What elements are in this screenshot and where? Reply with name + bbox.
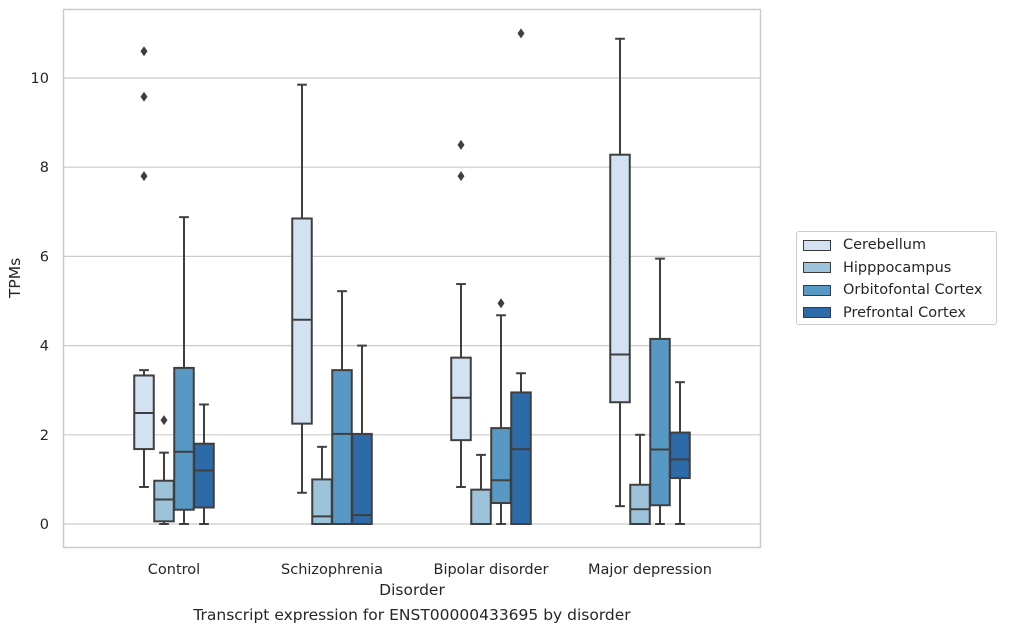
box-orbitofontal-cortex xyxy=(490,298,512,525)
y-tick-label: 0 xyxy=(40,517,49,533)
legend-swatch xyxy=(803,262,831,273)
legend-label: Prefrontal Cortex xyxy=(843,304,966,321)
box-orbitofontal-cortex xyxy=(331,290,353,525)
x-tick-label: Schizophrenia xyxy=(281,562,383,578)
box-body xyxy=(609,153,631,404)
x-tick-label: Control xyxy=(148,562,200,578)
box-body xyxy=(450,356,472,442)
box-body xyxy=(193,442,215,509)
outlier-point xyxy=(517,28,525,39)
box-body xyxy=(510,391,532,525)
legend-label: Cerebellum xyxy=(843,237,927,253)
x-axis-label: Disorder xyxy=(379,581,445,599)
box-body xyxy=(649,337,671,507)
box-orbitofontal-cortex xyxy=(173,216,195,525)
box-body xyxy=(629,483,651,526)
box-body xyxy=(153,479,175,523)
legend-item: Orbitofontal Cortex xyxy=(803,281,982,299)
box-cerebellum xyxy=(609,37,631,508)
box-orbitofontal-cortex xyxy=(649,257,671,525)
box-body xyxy=(173,366,195,511)
box-hipppocampus xyxy=(311,445,333,525)
x-tick-label: Major depression xyxy=(588,562,712,578)
y-tick-label: 2 xyxy=(40,428,49,444)
box-hipppocampus xyxy=(153,415,175,525)
legend-item: Hipppocampus xyxy=(803,259,951,277)
box-prefrontal-cortex xyxy=(669,381,691,525)
legend-label: Hipppocampus xyxy=(843,259,952,276)
box-cerebellum xyxy=(291,83,313,494)
legend-item: Cerebellum xyxy=(803,236,926,254)
box-body xyxy=(331,369,353,525)
chart-caption: Transcript expression for ENST0000043369… xyxy=(193,606,631,624)
x-tick-label: Bipolar disorder xyxy=(434,562,549,578)
legend-swatch xyxy=(803,284,831,296)
box-hipppocampus xyxy=(470,453,492,525)
boxes xyxy=(133,28,691,526)
box-body xyxy=(291,217,313,425)
legend-swatch xyxy=(803,239,831,251)
legend-item: Prefrontal Cortex xyxy=(803,304,966,322)
box-cerebellum xyxy=(450,139,472,488)
legend-label: Orbitofontal Cortex xyxy=(843,282,983,298)
outlier-point xyxy=(140,171,148,182)
legend-swatch xyxy=(803,307,831,318)
outlier-point xyxy=(140,91,148,102)
box-body xyxy=(470,488,492,525)
y-axis-label: TPMs xyxy=(6,258,24,299)
outlier-point xyxy=(160,415,168,426)
box-body xyxy=(490,427,512,505)
outlier-point xyxy=(457,171,465,182)
y-tick-label: 6 xyxy=(40,249,49,265)
outlier-point xyxy=(497,298,505,309)
box-prefrontal-cortex xyxy=(193,403,215,525)
outlier-point xyxy=(140,46,148,57)
box-cerebellum xyxy=(133,46,155,488)
y-tick-label: 10 xyxy=(31,71,49,87)
box-body xyxy=(669,431,691,480)
axis-ticks: 0 2 4 6 8 10 Control Schizophrenia Bipolar disor… xyxy=(31,71,712,578)
plot-area-frame xyxy=(62,8,762,549)
legend: Cerebellum Hipppocampus Orbitofontal Corte… xyxy=(796,231,997,325)
box-hipppocampus xyxy=(629,433,651,526)
box-body xyxy=(351,432,373,525)
box-prefrontal-cortex xyxy=(510,28,532,525)
box-prefrontal-cortex xyxy=(351,344,373,525)
outlier-point xyxy=(457,139,465,150)
y-tick-label: 4 xyxy=(40,339,49,355)
y-tick-label: 8 xyxy=(40,160,49,176)
